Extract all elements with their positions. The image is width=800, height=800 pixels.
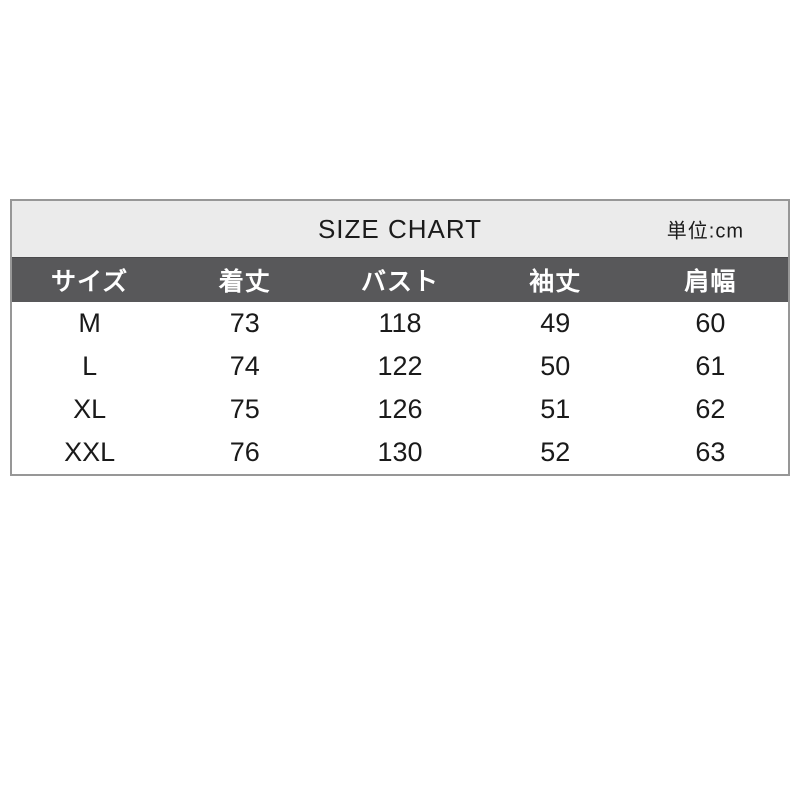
column-header-sleeve: 袖丈 bbox=[529, 268, 582, 296]
table-cell: 122 bbox=[377, 351, 423, 381]
size-label-cell: L bbox=[82, 351, 98, 381]
column-header-length: 着丈 bbox=[218, 268, 271, 296]
table-cell: 74 bbox=[229, 351, 260, 381]
column-header-size: サイズ bbox=[50, 268, 129, 296]
size-label-cell: M bbox=[78, 308, 101, 338]
table-row: M 73 118 49 60 bbox=[12, 302, 788, 345]
table-cell: 50 bbox=[540, 351, 571, 381]
size-chart-table: SIZE CHART 単位:cm サイズ 着丈 バスト 袖丈 肩幅 M 73 1… bbox=[10, 199, 790, 476]
table-cell: 73 bbox=[229, 308, 260, 338]
title-band: SIZE CHART 単位:cm bbox=[12, 201, 788, 257]
table-row: XXL 76 130 52 63 bbox=[12, 431, 788, 474]
table-header-row: サイズ 着丈 バスト 袖丈 肩幅 bbox=[12, 257, 788, 302]
size-label-cell: XXL bbox=[64, 437, 116, 467]
chart-title: SIZE CHART bbox=[317, 213, 483, 244]
table-row: L 74 122 50 61 bbox=[12, 345, 788, 388]
table-cell: 51 bbox=[540, 394, 571, 424]
table-cell: 52 bbox=[540, 437, 571, 467]
table-cell: 62 bbox=[695, 394, 726, 424]
table-body: M 73 118 49 60 L 74 122 50 61 XL 75 126 … bbox=[12, 302, 788, 474]
size-label-cell: XL bbox=[73, 394, 107, 424]
table-cell: 49 bbox=[540, 308, 571, 338]
table-cell: 130 bbox=[377, 437, 423, 467]
column-header-bust: バスト bbox=[361, 268, 440, 296]
unit-label: 単位:cm bbox=[666, 220, 744, 243]
table-row: XL 75 126 51 62 bbox=[12, 388, 788, 431]
table-cell: 76 bbox=[229, 437, 260, 467]
table-cell: 60 bbox=[695, 308, 726, 338]
table-cell: 75 bbox=[229, 394, 260, 424]
table-cell: 118 bbox=[378, 308, 422, 338]
column-header-shoulder: 肩幅 bbox=[684, 268, 737, 296]
table-cell: 63 bbox=[695, 437, 726, 467]
table-cell: 126 bbox=[377, 394, 423, 424]
table-cell: 61 bbox=[695, 351, 726, 381]
